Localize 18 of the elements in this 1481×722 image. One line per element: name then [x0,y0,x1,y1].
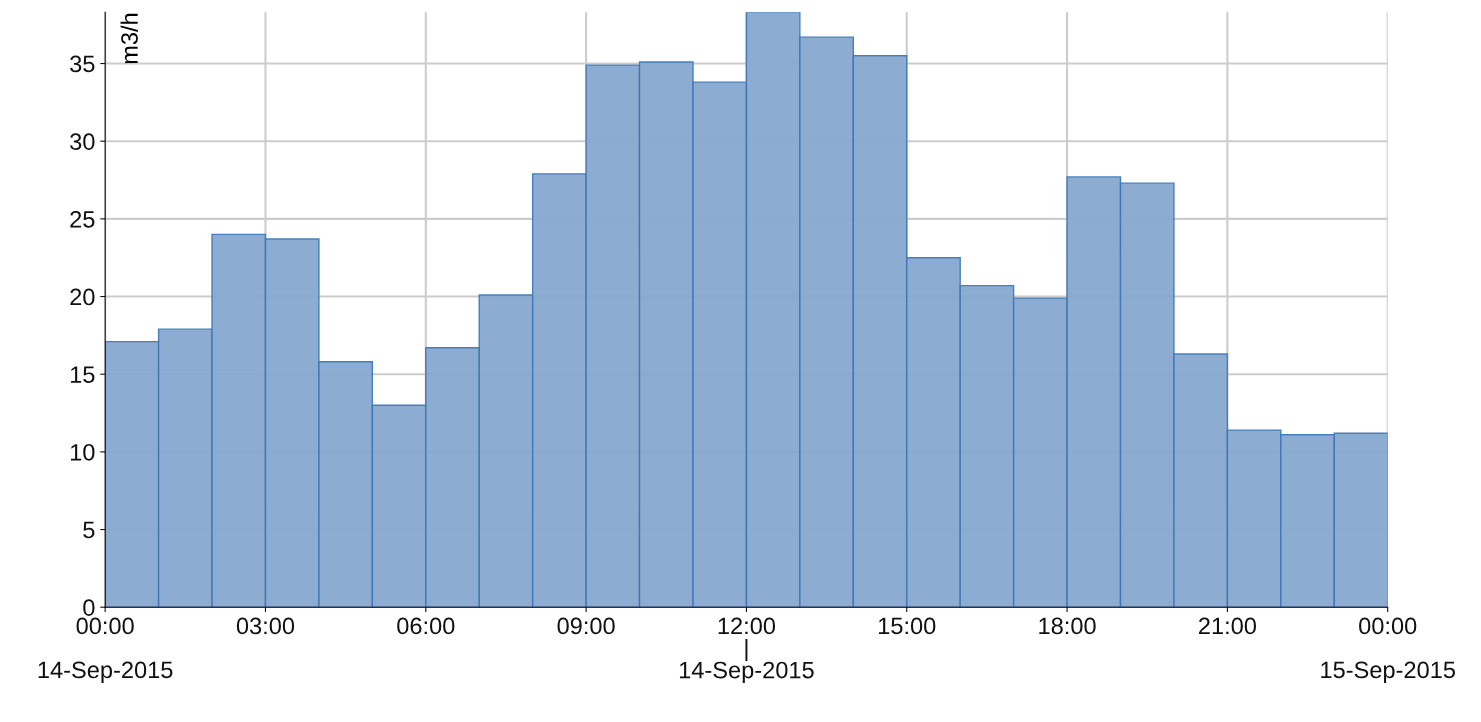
y-tick-label: 15 [70,366,95,383]
y-tick-label: 5 [83,521,95,539]
y-tick-label: 0 [83,599,95,616]
x-tick-label: 21:00 [1199,617,1256,635]
x-tick-label: 00:00 14-Sep-2015 [38,617,173,683]
y-tick-label: 10 [70,443,95,461]
x-tick-label: 15:00 [879,617,936,635]
y-tick-label: 30 [70,133,95,150]
y-tick-label: 20 [70,288,95,306]
x-tick-label: 06:00 [397,617,455,635]
x-tick-label: 09:00 [557,617,615,635]
y-tick-label: 35 [70,55,95,73]
x-tick-label: 12:00 | 14-Sep-2015 [679,617,814,684]
y-axis-title: m3/h [120,13,138,64]
x-tick-label: 03:00 [236,617,295,635]
x-tick-label: 00:00 15-Sep-2015 [1321,617,1455,683]
y-tick-label: 25 [70,210,95,228]
x-tick-label: 18:00 [1039,617,1096,635]
